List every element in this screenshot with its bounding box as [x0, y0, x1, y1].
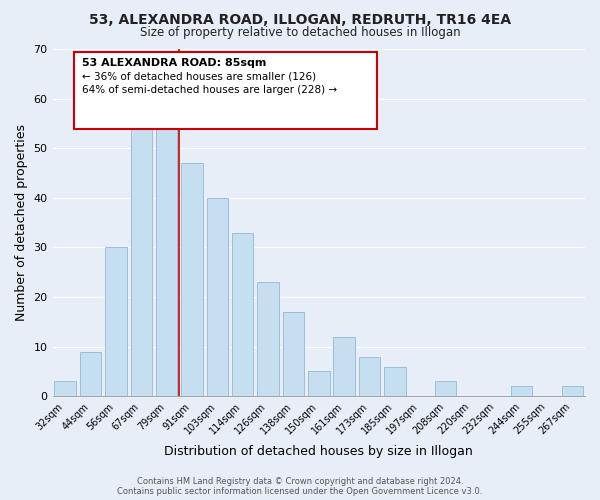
Bar	[562, 386, 583, 396]
Bar	[511, 386, 532, 396]
Bar	[435, 382, 457, 396]
Text: Size of property relative to detached houses in Illogan: Size of property relative to detached ho…	[140, 26, 460, 39]
Bar	[105, 248, 127, 396]
Bar	[283, 312, 304, 396]
Bar	[55, 382, 76, 396]
Text: 53 ALEXANDRA ROAD: 85sqm: 53 ALEXANDRA ROAD: 85sqm	[82, 58, 266, 68]
Bar	[308, 372, 329, 396]
X-axis label: Distribution of detached houses by size in Illogan: Distribution of detached houses by size …	[164, 444, 473, 458]
Bar	[232, 232, 253, 396]
Bar	[181, 163, 203, 396]
FancyBboxPatch shape	[74, 52, 377, 129]
Text: Contains HM Land Registry data © Crown copyright and database right 2024.: Contains HM Land Registry data © Crown c…	[137, 477, 463, 486]
Bar	[257, 282, 279, 397]
Text: 53, ALEXANDRA ROAD, ILLOGAN, REDRUTH, TR16 4EA: 53, ALEXANDRA ROAD, ILLOGAN, REDRUTH, TR…	[89, 12, 511, 26]
Text: ← 36% of detached houses are smaller (126): ← 36% of detached houses are smaller (12…	[82, 72, 316, 82]
Bar	[131, 118, 152, 396]
Bar	[80, 352, 101, 397]
Y-axis label: Number of detached properties: Number of detached properties	[15, 124, 28, 321]
Text: Contains public sector information licensed under the Open Government Licence v3: Contains public sector information licen…	[118, 487, 482, 496]
Bar	[156, 114, 178, 397]
Bar	[206, 198, 228, 396]
Bar	[359, 356, 380, 397]
Bar	[384, 366, 406, 396]
Text: 64% of semi-detached houses are larger (228) →: 64% of semi-detached houses are larger (…	[82, 85, 337, 95]
Bar	[334, 337, 355, 396]
